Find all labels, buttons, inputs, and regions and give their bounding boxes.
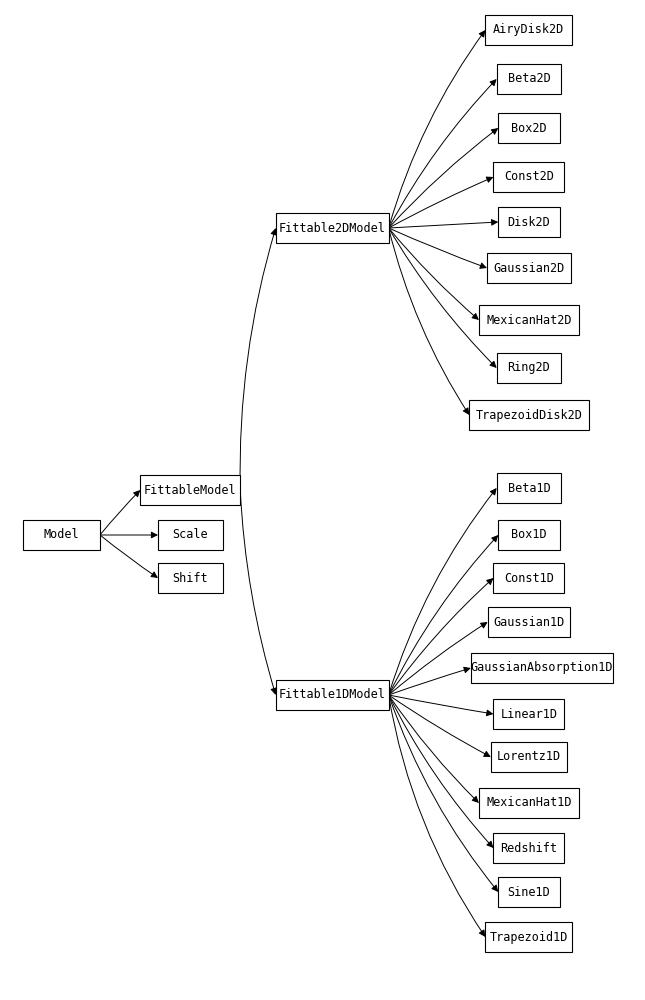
FancyArrowPatch shape bbox=[388, 220, 497, 228]
FancyBboxPatch shape bbox=[498, 113, 559, 143]
FancyArrowPatch shape bbox=[388, 667, 470, 695]
FancyBboxPatch shape bbox=[493, 563, 564, 593]
Text: Box2D: Box2D bbox=[511, 121, 547, 134]
FancyBboxPatch shape bbox=[485, 922, 573, 952]
FancyBboxPatch shape bbox=[23, 520, 100, 550]
Text: Trapezoid1D: Trapezoid1D bbox=[490, 930, 568, 944]
FancyBboxPatch shape bbox=[469, 400, 588, 430]
FancyBboxPatch shape bbox=[493, 162, 564, 192]
FancyArrowPatch shape bbox=[100, 491, 139, 535]
FancyBboxPatch shape bbox=[498, 207, 559, 237]
FancyArrowPatch shape bbox=[388, 177, 492, 228]
FancyArrowPatch shape bbox=[388, 129, 497, 228]
Text: Shift: Shift bbox=[172, 572, 208, 584]
FancyArrowPatch shape bbox=[388, 695, 478, 802]
Text: Box1D: Box1D bbox=[511, 528, 547, 542]
Text: Lorentz1D: Lorentz1D bbox=[497, 750, 561, 764]
Text: Beta1D: Beta1D bbox=[508, 482, 550, 494]
Text: GaussianAbsorption1D: GaussianAbsorption1D bbox=[471, 662, 613, 674]
FancyBboxPatch shape bbox=[158, 563, 223, 593]
FancyBboxPatch shape bbox=[498, 877, 559, 907]
FancyArrowPatch shape bbox=[388, 228, 486, 268]
Text: Gaussian1D: Gaussian1D bbox=[493, 615, 564, 629]
FancyBboxPatch shape bbox=[487, 253, 571, 283]
FancyBboxPatch shape bbox=[493, 699, 564, 729]
FancyArrowPatch shape bbox=[388, 695, 490, 756]
FancyBboxPatch shape bbox=[479, 305, 579, 335]
Text: Beta2D: Beta2D bbox=[508, 73, 550, 86]
FancyArrowPatch shape bbox=[388, 695, 493, 847]
FancyBboxPatch shape bbox=[498, 520, 559, 550]
Text: Const2D: Const2D bbox=[504, 170, 554, 184]
FancyArrowPatch shape bbox=[100, 532, 157, 538]
FancyArrowPatch shape bbox=[240, 229, 277, 490]
FancyBboxPatch shape bbox=[497, 64, 561, 94]
Text: Ring2D: Ring2D bbox=[508, 361, 550, 374]
FancyArrowPatch shape bbox=[388, 489, 496, 695]
FancyBboxPatch shape bbox=[479, 788, 579, 818]
FancyBboxPatch shape bbox=[158, 520, 223, 550]
Text: Gaussian2D: Gaussian2D bbox=[493, 261, 564, 274]
Text: FittableModel: FittableModel bbox=[144, 484, 237, 496]
FancyBboxPatch shape bbox=[471, 653, 613, 683]
FancyBboxPatch shape bbox=[491, 742, 567, 772]
FancyArrowPatch shape bbox=[388, 228, 496, 367]
FancyArrowPatch shape bbox=[100, 535, 157, 577]
FancyArrowPatch shape bbox=[388, 228, 478, 319]
FancyBboxPatch shape bbox=[276, 680, 388, 710]
FancyBboxPatch shape bbox=[141, 475, 240, 505]
Text: Fittable1DModel: Fittable1DModel bbox=[279, 688, 386, 702]
FancyArrowPatch shape bbox=[388, 536, 497, 695]
FancyBboxPatch shape bbox=[485, 15, 573, 45]
Text: Disk2D: Disk2D bbox=[508, 216, 550, 229]
FancyBboxPatch shape bbox=[497, 473, 561, 503]
Text: Const1D: Const1D bbox=[504, 572, 554, 584]
FancyArrowPatch shape bbox=[388, 695, 485, 936]
FancyArrowPatch shape bbox=[388, 31, 485, 228]
Text: Linear1D: Linear1D bbox=[501, 708, 557, 720]
FancyBboxPatch shape bbox=[488, 607, 570, 637]
FancyArrowPatch shape bbox=[388, 623, 487, 695]
Text: Model: Model bbox=[43, 528, 79, 542]
FancyArrowPatch shape bbox=[388, 579, 493, 695]
Text: TrapezoidDisk2D: TrapezoidDisk2D bbox=[475, 408, 582, 422]
FancyArrowPatch shape bbox=[388, 695, 492, 716]
Text: MexicanHat2D: MexicanHat2D bbox=[486, 314, 571, 326]
FancyArrowPatch shape bbox=[240, 490, 277, 694]
Text: AiryDisk2D: AiryDisk2D bbox=[493, 23, 564, 36]
Text: Scale: Scale bbox=[172, 528, 208, 542]
Text: Sine1D: Sine1D bbox=[508, 886, 550, 898]
FancyArrowPatch shape bbox=[388, 695, 497, 891]
FancyArrowPatch shape bbox=[388, 80, 496, 228]
Text: Fittable2DModel: Fittable2DModel bbox=[279, 222, 386, 234]
FancyArrowPatch shape bbox=[388, 228, 469, 414]
FancyBboxPatch shape bbox=[276, 213, 388, 243]
FancyBboxPatch shape bbox=[493, 833, 564, 863]
Text: MexicanHat1D: MexicanHat1D bbox=[486, 796, 571, 810]
FancyBboxPatch shape bbox=[497, 353, 561, 383]
Text: Redshift: Redshift bbox=[501, 842, 557, 854]
